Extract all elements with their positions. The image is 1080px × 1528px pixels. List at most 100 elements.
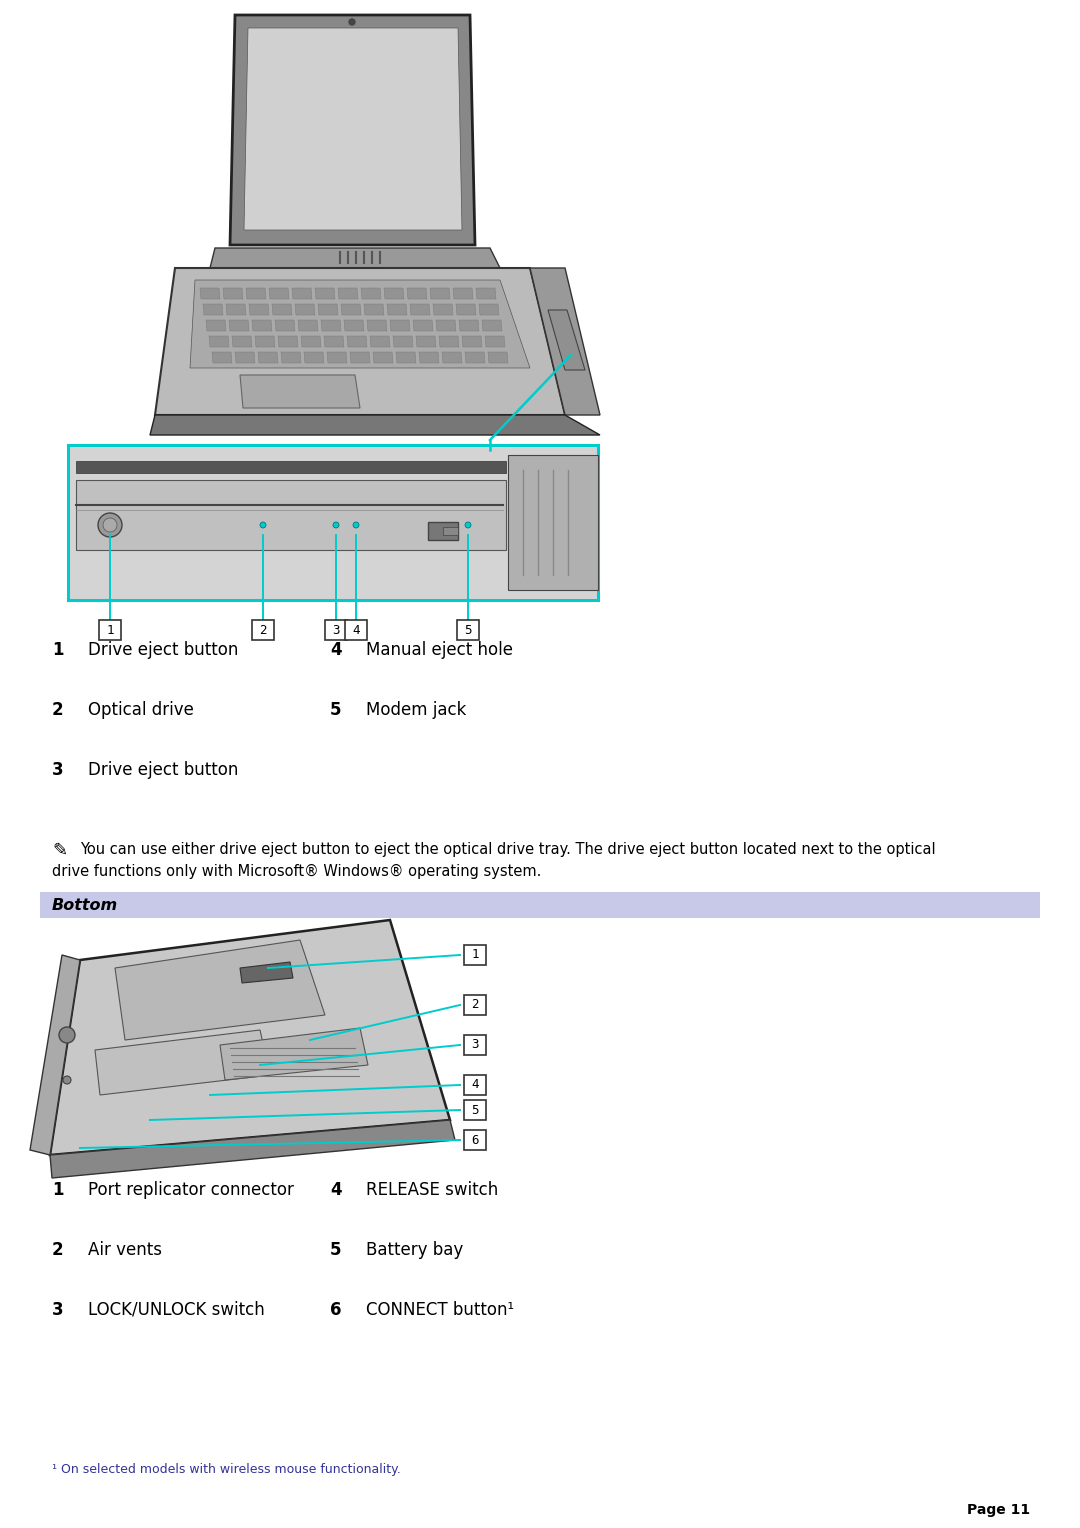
Polygon shape xyxy=(324,336,345,347)
Polygon shape xyxy=(200,287,220,299)
Text: 2: 2 xyxy=(52,1241,64,1259)
Polygon shape xyxy=(50,920,450,1155)
FancyBboxPatch shape xyxy=(464,1076,486,1096)
Polygon shape xyxy=(387,304,407,315)
Polygon shape xyxy=(210,248,500,267)
Text: Bottom: Bottom xyxy=(52,897,118,912)
Text: 1: 1 xyxy=(52,1181,64,1199)
FancyBboxPatch shape xyxy=(464,1131,486,1151)
Text: Air vents: Air vents xyxy=(87,1241,162,1259)
Polygon shape xyxy=(295,304,315,315)
Text: LOCK/UNLOCK switch: LOCK/UNLOCK switch xyxy=(87,1300,265,1319)
Polygon shape xyxy=(240,963,293,983)
Polygon shape xyxy=(275,319,295,332)
Circle shape xyxy=(103,518,117,532)
Text: Manual eject hole: Manual eject hole xyxy=(366,642,513,659)
Polygon shape xyxy=(240,374,360,408)
Polygon shape xyxy=(303,351,324,364)
Polygon shape xyxy=(30,955,80,1155)
Circle shape xyxy=(349,18,355,24)
Polygon shape xyxy=(393,336,413,347)
Polygon shape xyxy=(508,455,598,590)
Polygon shape xyxy=(465,351,485,364)
Polygon shape xyxy=(229,319,249,332)
Text: 3: 3 xyxy=(52,761,64,779)
Polygon shape xyxy=(453,287,473,299)
Circle shape xyxy=(260,523,266,529)
Text: 4: 4 xyxy=(330,642,341,659)
Text: 3: 3 xyxy=(471,1039,478,1051)
Circle shape xyxy=(59,1027,75,1044)
Bar xyxy=(76,461,507,474)
Polygon shape xyxy=(203,304,222,315)
FancyBboxPatch shape xyxy=(464,995,486,1015)
Polygon shape xyxy=(373,351,393,364)
Text: 6: 6 xyxy=(330,1300,341,1319)
Polygon shape xyxy=(480,304,499,315)
Text: 3: 3 xyxy=(333,623,340,637)
Text: 2: 2 xyxy=(52,701,64,720)
Polygon shape xyxy=(114,940,325,1041)
Polygon shape xyxy=(341,304,361,315)
Text: 4: 4 xyxy=(352,623,360,637)
Text: You can use either drive eject button to eject the optical drive tray. The drive: You can use either drive eject button to… xyxy=(80,842,935,857)
Text: drive functions only with Microsoft® Windows® operating system.: drive functions only with Microsoft® Win… xyxy=(52,863,541,879)
Text: Optical drive: Optical drive xyxy=(87,701,194,720)
Polygon shape xyxy=(430,287,450,299)
Text: 2: 2 xyxy=(259,623,267,637)
Polygon shape xyxy=(407,287,427,299)
Polygon shape xyxy=(269,287,289,299)
Bar xyxy=(40,892,1040,918)
Polygon shape xyxy=(301,336,321,347)
Text: 4: 4 xyxy=(471,1079,478,1091)
Polygon shape xyxy=(367,319,387,332)
Polygon shape xyxy=(485,336,505,347)
Polygon shape xyxy=(235,351,255,364)
Polygon shape xyxy=(249,304,269,315)
Polygon shape xyxy=(246,287,266,299)
Bar xyxy=(443,527,458,535)
Polygon shape xyxy=(438,336,459,347)
Text: Drive eject button: Drive eject button xyxy=(87,761,239,779)
Text: Battery bay: Battery bay xyxy=(366,1241,463,1259)
Polygon shape xyxy=(350,351,370,364)
Polygon shape xyxy=(220,1028,368,1080)
Polygon shape xyxy=(278,336,298,347)
Polygon shape xyxy=(345,319,364,332)
Text: 5: 5 xyxy=(464,623,472,637)
Text: 5: 5 xyxy=(330,1241,341,1259)
Polygon shape xyxy=(230,15,475,244)
Text: Port replicator connector: Port replicator connector xyxy=(87,1181,294,1199)
Polygon shape xyxy=(50,1120,455,1178)
Polygon shape xyxy=(95,1030,270,1096)
Polygon shape xyxy=(281,351,301,364)
Polygon shape xyxy=(488,351,508,364)
Text: CONNECT button¹: CONNECT button¹ xyxy=(366,1300,514,1319)
Text: 2: 2 xyxy=(471,998,478,1012)
Polygon shape xyxy=(370,336,390,347)
FancyBboxPatch shape xyxy=(464,1100,486,1120)
Polygon shape xyxy=(410,304,430,315)
Polygon shape xyxy=(384,287,404,299)
FancyBboxPatch shape xyxy=(325,620,347,640)
Circle shape xyxy=(353,523,359,529)
FancyBboxPatch shape xyxy=(99,620,121,640)
Bar xyxy=(428,523,458,539)
Polygon shape xyxy=(436,319,456,332)
Polygon shape xyxy=(150,416,600,435)
FancyBboxPatch shape xyxy=(464,1034,486,1054)
Polygon shape xyxy=(364,304,384,315)
Polygon shape xyxy=(255,336,275,347)
Polygon shape xyxy=(156,267,565,416)
Polygon shape xyxy=(222,287,243,299)
Circle shape xyxy=(333,523,339,529)
Polygon shape xyxy=(413,319,433,332)
Polygon shape xyxy=(361,287,381,299)
Polygon shape xyxy=(459,319,480,332)
Polygon shape xyxy=(272,304,292,315)
Polygon shape xyxy=(318,304,338,315)
Text: 4: 4 xyxy=(330,1181,341,1199)
Polygon shape xyxy=(315,287,335,299)
Polygon shape xyxy=(292,287,312,299)
Polygon shape xyxy=(327,351,347,364)
